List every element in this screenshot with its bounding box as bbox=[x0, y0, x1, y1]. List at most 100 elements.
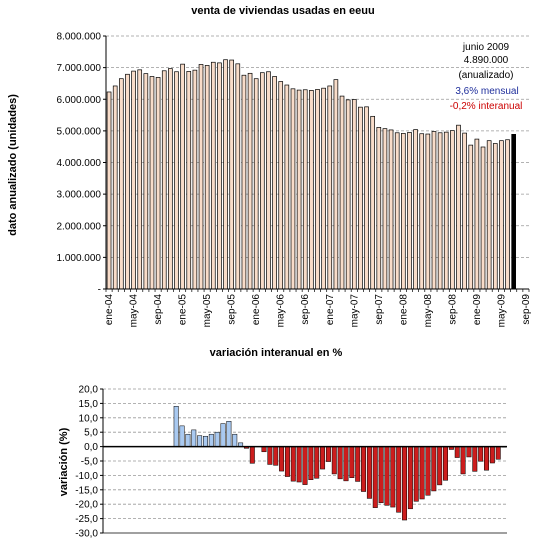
top-xtick-label: ene-09 bbox=[472, 294, 483, 326]
top-xtick-label: ene-05 bbox=[178, 294, 189, 326]
top-bar bbox=[155, 77, 161, 290]
top-bar bbox=[192, 69, 198, 290]
top-chart-bars bbox=[106, 59, 516, 290]
top-bar bbox=[266, 71, 271, 290]
top-bar bbox=[131, 70, 136, 290]
bottom-bar-negative bbox=[296, 446, 302, 483]
top-xtick-label: sep-09 bbox=[521, 294, 532, 325]
top-bar-highlight bbox=[511, 134, 516, 290]
top-ytick-label: 5.000.000 bbox=[57, 126, 102, 137]
top-bar bbox=[278, 81, 284, 290]
top-bar bbox=[388, 129, 394, 290]
top-xtick-label: sep-07 bbox=[374, 294, 385, 325]
top-bar bbox=[309, 90, 314, 290]
top-bar bbox=[241, 74, 247, 290]
top-bar bbox=[480, 146, 486, 290]
bottom-bar-negative bbox=[484, 446, 489, 471]
bottom-bar-negative bbox=[284, 446, 290, 477]
top-bar bbox=[345, 99, 351, 290]
bottom-ytick-label: -10,0 bbox=[75, 471, 98, 482]
top-xtick-label: may-05 bbox=[202, 294, 213, 328]
bottom-chart-bars bbox=[173, 406, 507, 521]
top-ytick-label: 7.000.000 bbox=[57, 63, 102, 74]
top-bar bbox=[161, 70, 167, 290]
bottom-ytick-label: -30,0 bbox=[75, 529, 98, 540]
bottom-bar-positive bbox=[202, 435, 208, 447]
bottom-bar-negative bbox=[337, 446, 343, 480]
top-xtick-label: ene-06 bbox=[251, 294, 262, 326]
bottom-bar-positive bbox=[232, 433, 238, 447]
top-xtick-label: sep-04 bbox=[153, 294, 164, 325]
top-ytick-label: 8.000.000 bbox=[57, 32, 102, 43]
top-xtick-label: ene-07 bbox=[325, 294, 336, 326]
bottom-bar-negative bbox=[419, 446, 425, 500]
bottom-bar-negative bbox=[325, 446, 331, 462]
top-bar bbox=[376, 127, 382, 290]
bottom-ytick-label: 5,0 bbox=[84, 428, 98, 439]
top-bar bbox=[462, 132, 467, 290]
bottom-bar-negative bbox=[437, 446, 443, 486]
top-bar bbox=[106, 91, 112, 290]
bottom-ytick-label: -25,0 bbox=[75, 514, 98, 525]
bottom-bar-positive bbox=[208, 433, 214, 447]
top-ytick-label: 2.000.000 bbox=[57, 221, 102, 232]
bottom-bar-negative bbox=[425, 446, 431, 496]
top-xtick-label: may-04 bbox=[129, 294, 140, 328]
top-xtick-label: may-07 bbox=[349, 294, 360, 328]
top-bar bbox=[499, 140, 504, 290]
bottom-bar-negative bbox=[478, 446, 484, 462]
annotation-mensual: 3,6% mensual bbox=[455, 86, 518, 97]
bottom-bar-negative bbox=[384, 446, 390, 506]
top-bar bbox=[450, 130, 455, 290]
top-ytick-label: 3.000.000 bbox=[57, 190, 102, 201]
annotation-value: 4.890.000 bbox=[464, 55, 509, 66]
top-ytick-label: - bbox=[98, 285, 101, 296]
bottom-bar-negative bbox=[273, 446, 279, 466]
top-bar bbox=[315, 89, 320, 290]
bottom-bar-positive bbox=[214, 431, 220, 447]
top-xtick-label: sep-05 bbox=[227, 294, 238, 325]
top-xtick-label: ene-08 bbox=[398, 294, 409, 326]
top-bar bbox=[394, 132, 400, 290]
top-bar bbox=[284, 84, 290, 290]
top-bar bbox=[474, 138, 480, 290]
top-bar bbox=[217, 62, 222, 290]
top-ytick-label: 6.000.000 bbox=[57, 95, 102, 106]
top-chart-title: venta de viviendas usadas en eeuu bbox=[191, 5, 374, 17]
top-xtick-label: may-06 bbox=[276, 294, 287, 328]
top-bar bbox=[443, 131, 449, 290]
top-xtick-label: sep-06 bbox=[300, 294, 311, 325]
top-bar bbox=[272, 76, 277, 290]
bottom-bar-negative bbox=[343, 446, 349, 482]
top-bar bbox=[492, 143, 498, 290]
bottom-chart-axes bbox=[102, 389, 507, 534]
top-bar bbox=[407, 132, 412, 290]
top-bar bbox=[204, 65, 210, 290]
top-bar bbox=[370, 115, 375, 290]
bottom-bar-negative bbox=[302, 446, 308, 485]
bottom-bar-negative bbox=[261, 446, 267, 453]
bottom-chart-title: variación interanual en % bbox=[210, 347, 343, 359]
bottom-bar-negative bbox=[443, 446, 448, 481]
top-bar bbox=[413, 129, 418, 290]
top-bar bbox=[229, 59, 234, 290]
bottom-bar-positive bbox=[226, 421, 232, 447]
top-xtick-label: sep-08 bbox=[447, 294, 458, 325]
bottom-bar-negative bbox=[249, 446, 255, 464]
bottom-bar-negative bbox=[460, 446, 466, 475]
top-bar bbox=[125, 73, 130, 290]
top-bar bbox=[290, 88, 296, 290]
top-bar bbox=[339, 95, 345, 290]
bottom-bar-positive bbox=[179, 425, 185, 447]
top-bar bbox=[223, 59, 228, 290]
top-bar bbox=[321, 87, 326, 290]
bottom-bar-positive bbox=[191, 429, 197, 447]
bottom-ytick-label: 20,0 bbox=[79, 385, 99, 396]
top-xtick-label: may-08 bbox=[423, 294, 434, 328]
bottom-bar-negative bbox=[466, 446, 472, 458]
annotation-anualizado: (anualizado) bbox=[458, 70, 513, 81]
bottom-bar-negative bbox=[402, 446, 408, 521]
bottom-chart-ylabel: variación (%) bbox=[58, 427, 70, 496]
top-bar bbox=[486, 140, 492, 290]
